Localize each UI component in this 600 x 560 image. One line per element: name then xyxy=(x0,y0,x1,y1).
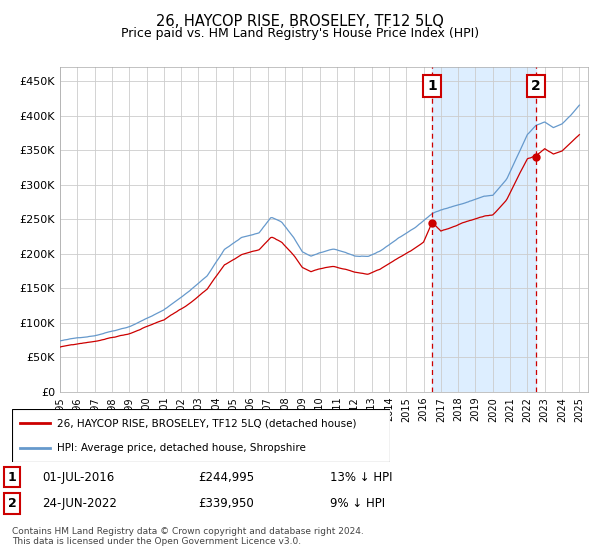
Text: HPI: Average price, detached house, Shropshire: HPI: Average price, detached house, Shro… xyxy=(58,442,306,452)
Text: 13% ↓ HPI: 13% ↓ HPI xyxy=(330,470,392,484)
Text: Price paid vs. HM Land Registry's House Price Index (HPI): Price paid vs. HM Land Registry's House … xyxy=(121,27,479,40)
Text: Contains HM Land Registry data © Crown copyright and database right 2024.
This d: Contains HM Land Registry data © Crown c… xyxy=(12,526,364,546)
Text: 24-JUN-2022: 24-JUN-2022 xyxy=(42,497,117,510)
Text: 2: 2 xyxy=(8,497,16,510)
Text: 26, HAYCOP RISE, BROSELEY, TF12 5LQ: 26, HAYCOP RISE, BROSELEY, TF12 5LQ xyxy=(156,14,444,29)
Text: £339,950: £339,950 xyxy=(198,497,254,510)
FancyBboxPatch shape xyxy=(12,409,390,462)
Text: 1: 1 xyxy=(427,79,437,93)
Text: 1: 1 xyxy=(8,470,16,484)
Bar xyxy=(432,67,536,392)
Text: 9% ↓ HPI: 9% ↓ HPI xyxy=(330,497,385,510)
Text: 01-JUL-2016: 01-JUL-2016 xyxy=(42,470,114,484)
Text: 2: 2 xyxy=(531,79,541,93)
Text: 26, HAYCOP RISE, BROSELEY, TF12 5LQ (detached house): 26, HAYCOP RISE, BROSELEY, TF12 5LQ (det… xyxy=(58,418,357,428)
Text: £244,995: £244,995 xyxy=(198,470,254,484)
